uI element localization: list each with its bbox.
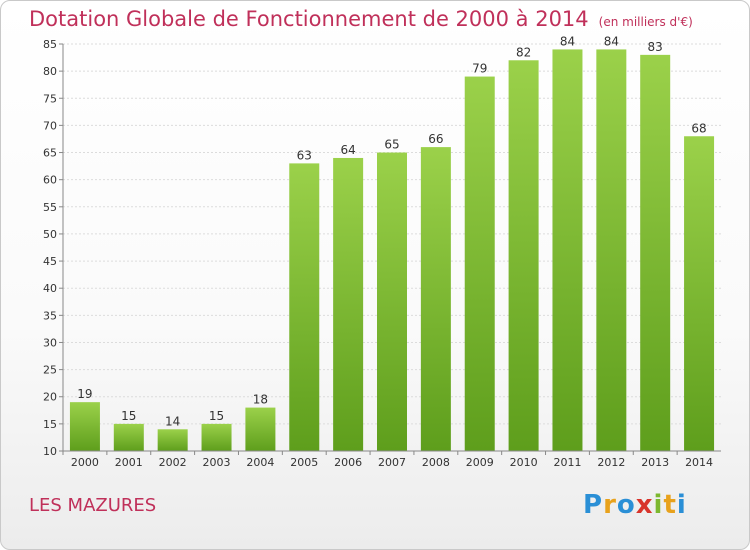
y-tick-label: 80	[43, 65, 57, 78]
x-tick-label: 2007	[378, 456, 406, 469]
logo-letter: i	[653, 490, 664, 520]
proxiti-logo: Proxiti	[583, 490, 687, 520]
x-tick-label: 2003	[203, 456, 231, 469]
data-label: 84	[560, 34, 575, 48]
x-tick-label: 2004	[246, 456, 274, 469]
data-label: 63	[297, 148, 312, 162]
data-label: 14	[165, 414, 180, 428]
y-tick-label: 35	[43, 309, 57, 322]
data-label: 18	[253, 393, 268, 407]
logo-letter: i	[676, 490, 687, 520]
bars: 19 15 14 15 18 63 64 65 66 79 82 84 84 83 68	[69, 34, 715, 452]
bar	[157, 429, 188, 451]
data-label: 64	[340, 143, 355, 157]
commune-name: LES MAZURES	[29, 495, 157, 516]
bar	[377, 152, 407, 452]
bar	[69, 402, 100, 451]
bar	[640, 54, 671, 451]
bar	[201, 423, 232, 451]
logo-letter: r	[603, 490, 617, 520]
data-label: 84	[604, 34, 619, 48]
x-tick-label: 2001	[115, 456, 143, 469]
bar	[333, 157, 364, 451]
data-label: 19	[77, 387, 92, 401]
data-label: 15	[121, 409, 136, 423]
logo-letter: t	[663, 490, 677, 520]
data-label: 15	[209, 409, 224, 423]
data-label: 82	[516, 45, 531, 59]
x-tick-label: 2008	[422, 456, 450, 469]
x-tick-label: 2006	[334, 456, 362, 469]
data-label: 79	[472, 62, 487, 76]
bar	[420, 147, 451, 451]
y-tick-label: 25	[43, 364, 57, 377]
bar	[508, 60, 539, 451]
x-tick-label: 2002	[159, 456, 187, 469]
y-tick-label: 10	[43, 445, 57, 458]
y-tick-label: 45	[43, 255, 57, 268]
y-tick-label: 75	[43, 92, 57, 105]
x-tick-label: 2009	[466, 456, 494, 469]
bar	[289, 163, 320, 452]
x-tick-label: 2000	[71, 456, 99, 469]
x-tick-label: 2014	[685, 456, 713, 469]
x-tick-label: 2013	[641, 456, 669, 469]
x-tick-label: 2011	[553, 456, 581, 469]
bar	[113, 423, 144, 451]
data-label: 66	[428, 132, 443, 146]
y-tick-label: 65	[43, 147, 57, 160]
y-tick-label: 15	[43, 418, 57, 431]
logo-letter: o	[616, 490, 636, 520]
y-tick-label: 30	[43, 336, 57, 349]
axes: 10 15 20 25 30 35 40 45 50 55 60 65 70 75 80 85 2000 2001…	[43, 38, 721, 469]
data-label: 68	[691, 121, 706, 135]
bar	[684, 136, 715, 451]
y-tick-label: 55	[43, 201, 57, 214]
bar	[596, 49, 627, 451]
y-tick-label: 50	[43, 228, 57, 241]
chart-title-main: Dotation Globale de Fonctionnement de 20…	[29, 7, 589, 31]
logo-letter: P	[583, 490, 604, 520]
y-tick-label: 60	[43, 174, 57, 187]
y-tick-label: 20	[43, 391, 57, 404]
bar	[245, 407, 276, 451]
data-label: 83	[648, 40, 663, 54]
chart-title-unit: (en milliers d'€)	[598, 15, 693, 29]
y-tick-label: 70	[43, 119, 57, 132]
bar	[464, 76, 495, 451]
x-tick-label: 2010	[510, 456, 538, 469]
x-tick-label: 2005	[290, 456, 318, 469]
logo-letter: x	[635, 490, 654, 520]
data-label: 65	[384, 138, 399, 152]
bar	[552, 49, 583, 451]
chart-title: Dotation Globale de Fonctionnement de 20…	[29, 7, 693, 31]
y-tick-label: 85	[43, 38, 57, 51]
x-tick-label: 2012	[597, 456, 625, 469]
y-tick-label: 40	[43, 282, 57, 295]
